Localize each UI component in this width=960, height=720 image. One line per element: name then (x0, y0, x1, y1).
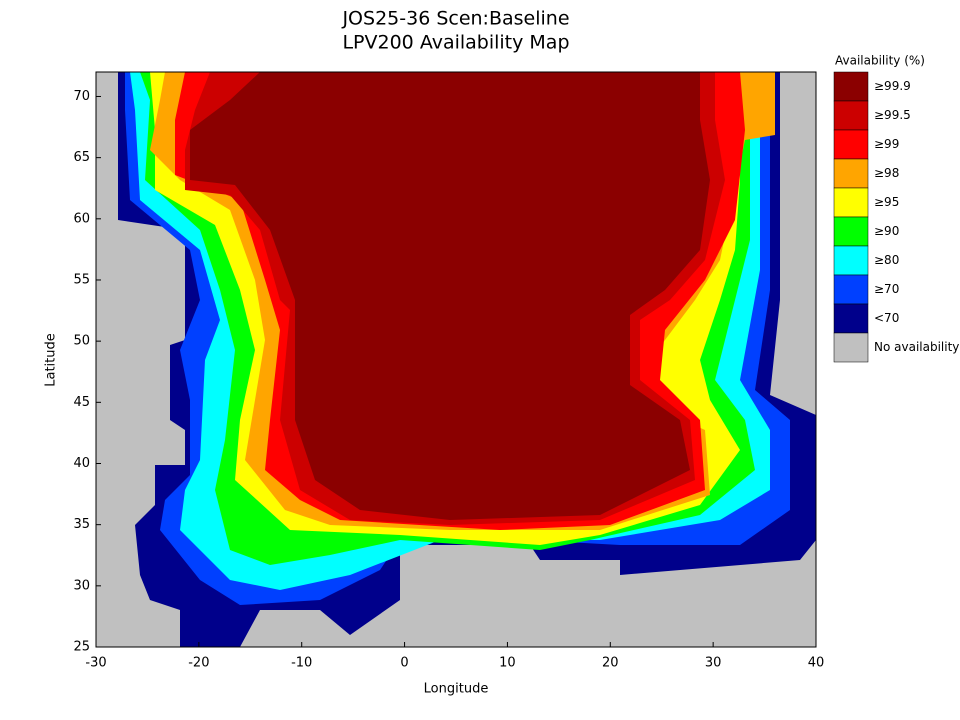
legend-swatch (833, 303, 869, 334)
legend-label: ≥95 (874, 195, 899, 209)
legend-label: ≥90 (874, 224, 899, 238)
availability-region (190, 72, 710, 520)
legend-swatch (833, 245, 869, 276)
x-tick-label: 0 (400, 656, 408, 671)
y-tick-label: 25 (73, 640, 90, 655)
y-axis-label: Latitude (44, 333, 59, 387)
chart-subtitle: LPV200 Availability Map (342, 32, 569, 54)
x-tick-label: 20 (602, 656, 619, 671)
y-tick-label: 45 (73, 395, 90, 410)
legend-label: ≥99.9 (874, 79, 911, 93)
legend-label: ≥70 (874, 282, 899, 296)
y-tick-label: 55 (73, 272, 90, 287)
legend-swatch (833, 187, 869, 218)
legend-label: <70 (874, 311, 899, 325)
legend-swatch (833, 100, 869, 131)
y-tick-label: 60 (73, 211, 90, 226)
y-tick-label: 30 (73, 578, 90, 593)
legend-label: No availability (874, 340, 959, 354)
x-tick-label: 30 (705, 656, 722, 671)
x-tick-label: -30 (85, 656, 106, 671)
legend-swatch (833, 158, 869, 189)
legend-title: Availability (%) (835, 54, 925, 68)
legend-label: ≥99 (874, 137, 899, 151)
chart-title: JOS25-36 Scen:Baseline (341, 8, 569, 30)
plot-frame (95, 71, 817, 648)
y-tick-label: 65 (73, 150, 90, 165)
y-tick-label: 35 (73, 517, 90, 532)
legend-label: ≥98 (874, 166, 899, 180)
legend-swatch (833, 216, 869, 247)
y-tick-label: 70 (73, 89, 90, 104)
legend-label: ≥99.5 (874, 108, 911, 122)
y-tick-label: 50 (73, 334, 90, 349)
x-tick-label: -10 (291, 656, 312, 671)
legend-label: ≥80 (874, 253, 899, 267)
x-tick-label: 10 (499, 656, 516, 671)
availability-regions (96, 72, 816, 647)
legend-swatch (833, 332, 869, 363)
legend-swatch (833, 129, 869, 160)
x-axis-label: Longitude (424, 682, 489, 697)
x-tick-label: -20 (188, 656, 209, 671)
y-tick-label: 40 (73, 456, 90, 471)
x-tick-label: 40 (808, 656, 825, 671)
legend-swatch (833, 71, 869, 102)
legend-swatch (833, 274, 869, 305)
